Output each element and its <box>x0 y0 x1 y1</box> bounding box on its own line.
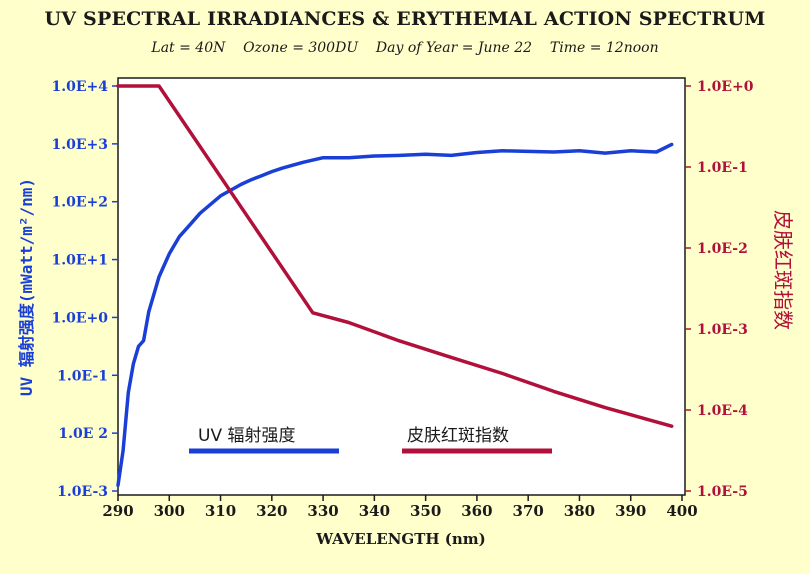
x-tick-label: 350 <box>410 502 441 520</box>
y-axis-label-right: 皮肤红斑指数 <box>771 210 795 330</box>
x-tick-label: 400 <box>666 502 697 520</box>
x-tick-label: 330 <box>307 502 338 520</box>
y-left-tick-label: 1.0E+0 <box>52 310 109 326</box>
chart-title: UV SPECTRAL IRRADIANCES & ERYTHEMAL ACTI… <box>44 8 766 30</box>
y-right-tick-label: 1.0E-5 <box>697 484 748 500</box>
uv-irradiance-line <box>116 142 674 487</box>
y-left-tick-label: 1.0E+3 <box>52 137 109 153</box>
erythemal-index-line <box>116 84 674 428</box>
x-tick-label: 310 <box>205 502 236 520</box>
ticks-layer: 290 300 310 320 330 340 350 360 370 380 390 4001.0E… <box>52 79 754 520</box>
legend: UV 辐射强度 皮肤红斑指数 <box>189 426 552 454</box>
y-left-tick-label: 1.0E 2 <box>58 426 108 442</box>
chart-subtitle: Lat = 40N Ozone = 300DU Day of Year = Ju… <box>151 40 659 56</box>
x-tick-label: 320 <box>256 502 287 520</box>
x-tick-label: 290 <box>102 502 133 520</box>
legend-label: 皮肤红斑指数 <box>407 426 509 446</box>
x-tick-label: 380 <box>564 502 595 520</box>
y-left-tick-label: 1.0E+4 <box>52 79 109 95</box>
x-axis-label: WAVELENGTH (nm) <box>315 530 486 548</box>
y-left-tick-label: 1.0E+1 <box>52 253 109 269</box>
y-right-tick-label: 1.0E-1 <box>697 160 748 176</box>
y-left-tick-label: 1.0E-3 <box>57 484 108 500</box>
y-left-tick-label: 1.0E+2 <box>52 195 109 211</box>
y-right-tick-label: 1.0E-4 <box>697 403 748 419</box>
x-tick-label: 390 <box>615 502 646 520</box>
x-tick-label: 360 <box>461 502 492 520</box>
x-tick-label: 370 <box>513 502 544 520</box>
x-tick-label: 300 <box>154 502 185 520</box>
series-layer <box>116 84 674 487</box>
y-axis-label-left: UV 辐射强度(mWatt/m²/nm) <box>17 178 36 396</box>
y-right-tick-label: 1.0E+0 <box>697 79 754 95</box>
y-right-tick-label: 1.0E-2 <box>697 241 748 257</box>
plot-area <box>117 77 686 496</box>
x-tick-label: 340 <box>359 502 390 520</box>
y-left-tick-label: 1.0E-1 <box>57 368 108 384</box>
legend-label: UV 辐射强度 <box>198 426 295 446</box>
y-right-tick-label: 1.0E-3 <box>697 322 748 338</box>
